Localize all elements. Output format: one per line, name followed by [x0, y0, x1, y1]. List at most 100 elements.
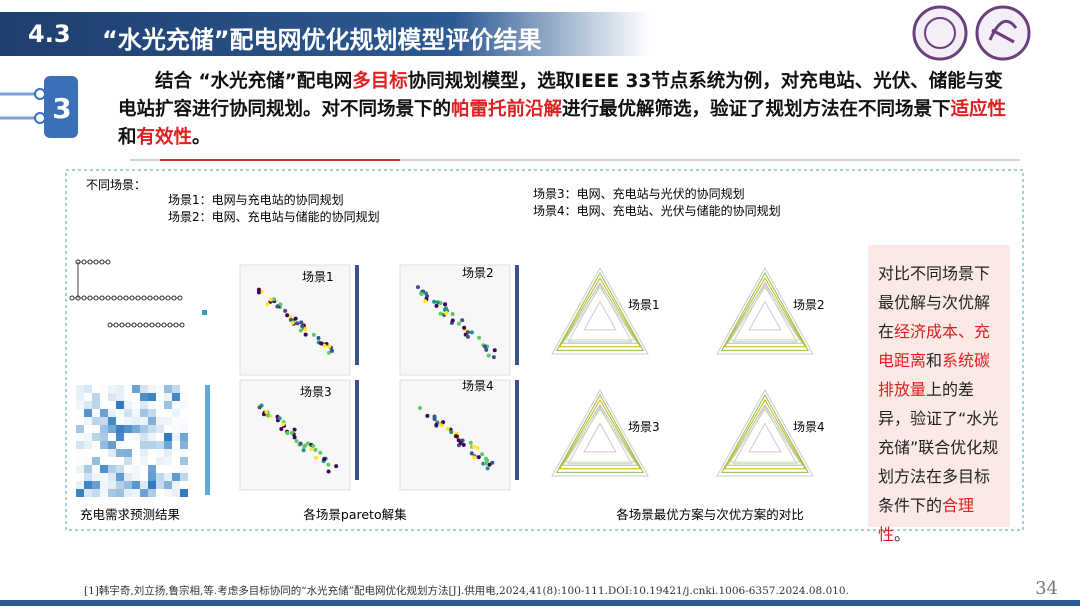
radar-series: [723, 277, 807, 348]
heatmap-cell: [124, 481, 132, 489]
network-node: [173, 322, 179, 328]
heatmap-cell: [180, 457, 188, 465]
network-node: [125, 322, 131, 328]
text-run: 和: [926, 351, 943, 370]
pareto-point: [256, 290, 261, 295]
radar-grid: [567, 283, 633, 343]
text-run: 经济成本、充电距离: [878, 322, 991, 370]
pareto-point: [300, 324, 305, 329]
heatmap-cell: [108, 401, 116, 409]
scenario: 场景4：电网、充电站、光伏与储能的协同规划: [533, 203, 781, 218]
heatmap-cell: [132, 465, 140, 473]
figure-frame: [65, 169, 1024, 531]
network-node: [113, 322, 119, 328]
heatmap-cell: [164, 393, 172, 401]
heatmap-cell: [180, 473, 188, 481]
heatmap-cell: [132, 425, 140, 433]
heatmap-cell: [100, 433, 108, 441]
pareto-point: [465, 334, 470, 339]
heatmap-cell: [124, 449, 132, 457]
heatmap-cell: [100, 385, 108, 393]
heatmap-cell: [156, 441, 164, 449]
pareto-point: [283, 308, 288, 313]
heatmap-cell: [116, 401, 124, 409]
heatmap-cell: [124, 417, 132, 425]
network-node: [105, 295, 111, 301]
heatmap-cell: [108, 417, 116, 425]
network-node: [93, 295, 99, 301]
icon: [34, 88, 46, 100]
pareto-point: [460, 318, 465, 323]
scenarios-heading: 不同场景：: [86, 178, 146, 192]
heatmap-cell: [164, 401, 172, 409]
pareto-point: [313, 447, 318, 452]
heatmap-cell: [100, 393, 108, 401]
heatmap-cell: [124, 489, 132, 497]
heatmap-cell: [108, 465, 116, 473]
network-node: [165, 295, 171, 301]
heatmap-cell: [76, 465, 84, 473]
heatmap-cell: [132, 457, 140, 465]
pareto-point: [279, 426, 284, 431]
heatmap-cell: [156, 481, 164, 489]
heatmap-cell: [172, 465, 180, 473]
pareto-point: [318, 450, 323, 455]
heatmap-cell: [124, 441, 132, 449]
heatmap-cell: [92, 457, 100, 465]
network-node: [149, 322, 155, 328]
heatmap-cell: [172, 417, 180, 425]
radar-grid: [583, 300, 617, 331]
heatmap-cell: [148, 473, 156, 481]
pareto-point: [322, 343, 327, 348]
heatmap-cell: [164, 489, 172, 497]
heatmap-cell: [124, 393, 132, 401]
heatmap-cell: [84, 425, 92, 433]
heatmap-cell: [108, 409, 116, 417]
heatmap-cell: [76, 393, 84, 401]
heatmap-cell: [84, 417, 92, 425]
pareto-point: [456, 438, 461, 443]
heatmap-cell: [76, 449, 84, 457]
heatmap-cell: [124, 409, 132, 417]
heatmap-cell: [116, 441, 124, 449]
network-node: [135, 295, 141, 301]
heatmap-cell: [100, 425, 108, 433]
heatmap-cell: [124, 425, 132, 433]
pareto-point: [301, 448, 306, 453]
logo: [924, 17, 956, 49]
heatmap-cell: [92, 441, 100, 449]
heatmap-cell: [100, 401, 108, 409]
heatmap-cell: [124, 433, 132, 441]
network-node: [99, 295, 105, 301]
pareto-panel: [399, 264, 511, 376]
heatmap-cell: [148, 417, 156, 425]
pareto-label: 场景2: [462, 266, 494, 280]
network-node: [81, 295, 87, 301]
heatmap-cell: [180, 393, 188, 401]
caption: 各场景pareto解集: [303, 507, 407, 522]
heatmap-cell: [92, 473, 100, 481]
heatmap-cell: [164, 441, 172, 449]
heatmap-cell: [100, 449, 108, 457]
heatmap-cell: [180, 489, 188, 497]
pareto-point: [439, 423, 444, 428]
pareto-point: [311, 332, 316, 337]
heatmap-cell: [148, 457, 156, 465]
legend-swatch: [202, 310, 207, 315]
pareto-point: [449, 430, 454, 435]
heatmap-cell: [100, 481, 108, 489]
heatmap-cell: [164, 425, 172, 433]
pareto-point: [483, 456, 488, 461]
heatmap-cell: [132, 473, 140, 481]
heatmap-cell: [108, 489, 116, 497]
heatmap-cell: [116, 417, 124, 425]
pareto-point: [295, 321, 300, 326]
heatmap-cell: [84, 441, 92, 449]
text-run: 进行最优解筛选，验证了规划方法在不同场景下: [562, 99, 951, 120]
heatmap-cell: [180, 401, 188, 409]
heatmap-cell: [108, 457, 116, 465]
network-node: [111, 295, 117, 301]
radar-series: [729, 286, 801, 341]
heatmap-cell: [84, 385, 92, 393]
heatmap-cell: [108, 385, 116, 393]
